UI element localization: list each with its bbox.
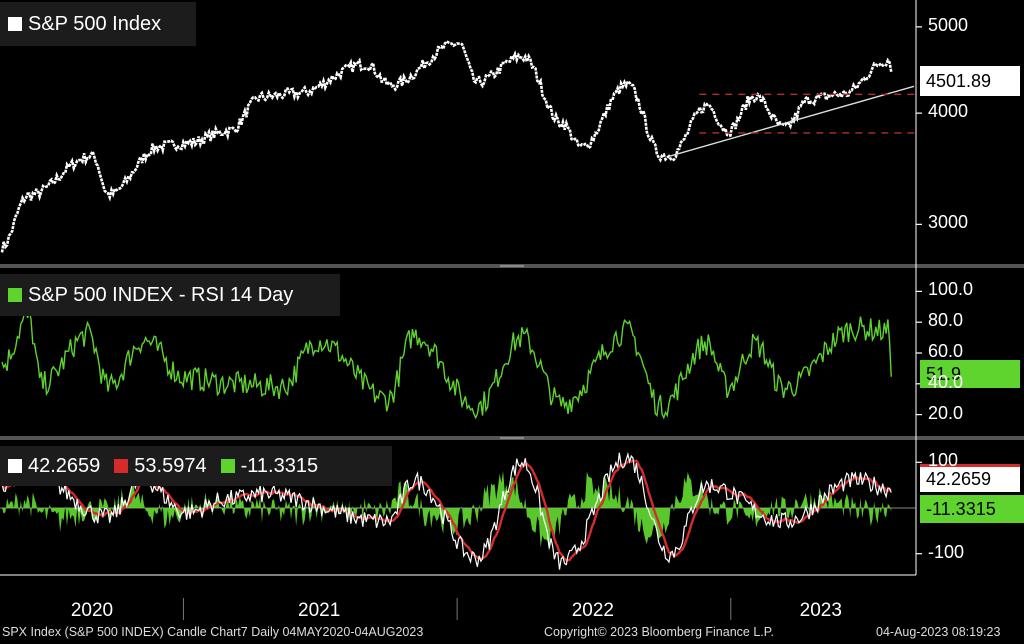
year-label-2021: 2021 <box>298 600 341 621</box>
time-axis <box>182 598 732 620</box>
oscillator-legend[interactable]: 42.2659 53.5974 -11.3315 <box>0 446 392 486</box>
price-axis-label: 5000 <box>928 14 969 35</box>
rsi-panel <box>1 290 922 420</box>
footer-left: SPX Index (S&P 500 INDEX) Candle Chart7 … <box>2 625 424 639</box>
rsi-series-line <box>1 309 892 420</box>
white-series-value: 42.2659 <box>28 454 101 477</box>
oscillator-axis-label: -100 <box>928 541 965 562</box>
price-axis-label: 4000 <box>928 101 969 122</box>
year-label-2023: 2023 <box>799 600 842 621</box>
green-series-value: -11.3315 <box>240 454 319 477</box>
oscillator-axis-label: 100 <box>928 450 959 471</box>
support-trendline <box>669 85 915 157</box>
year-label-2022: 2022 <box>571 600 614 621</box>
price-legend[interactable]: S&P 500 Index <box>0 2 196 46</box>
rsi-legend-swatch <box>8 288 22 302</box>
red-series-swatch <box>114 459 129 473</box>
osc-white-tag: 42.2659 <box>920 464 1020 492</box>
price-legend-title: S&P 500 Index <box>28 12 162 35</box>
rsi-axis-label: 40.0 <box>928 371 964 392</box>
rsi-axis-label: 60.0 <box>928 341 964 361</box>
year-label-2020: 2020 <box>70 600 114 621</box>
rsi-legend-title: S&P 500 INDEX - RSI 14 Day <box>28 283 294 306</box>
footer-center: Copyright© 2023 Bloomberg Finance L.P. <box>544 625 774 639</box>
red-series-value: 53.5974 <box>134 454 207 477</box>
green-series-swatch <box>220 459 235 473</box>
rsi-axis-label: 80.0 <box>928 310 964 331</box>
osc-green-tag: -11.3315 <box>920 495 1024 523</box>
oscillator-legend-red: 53.5974 <box>114 454 207 478</box>
oscillator-legend-green: -11.3315 <box>220 454 319 478</box>
rsi-axis-label: 100.0 <box>928 279 974 300</box>
rsi-legend[interactable]: S&P 500 INDEX - RSI 14 Day <box>0 274 340 316</box>
price-legend-swatch <box>8 17 22 31</box>
price-panel <box>0 26 922 253</box>
rsi-axis-label: 20.0 <box>928 402 964 423</box>
rsi-last-tag: 51.9 <box>920 360 1020 388</box>
price-last-tag: 4501.89 <box>920 66 1020 96</box>
footer-right: 04-Aug-2023 08:19:23 <box>876 625 1001 639</box>
white-series-swatch <box>8 459 22 473</box>
price-series-line <box>0 39 893 253</box>
oscillator-legend-white: 42.2659 <box>8 455 100 478</box>
price-axis-label: 3000 <box>928 212 969 233</box>
